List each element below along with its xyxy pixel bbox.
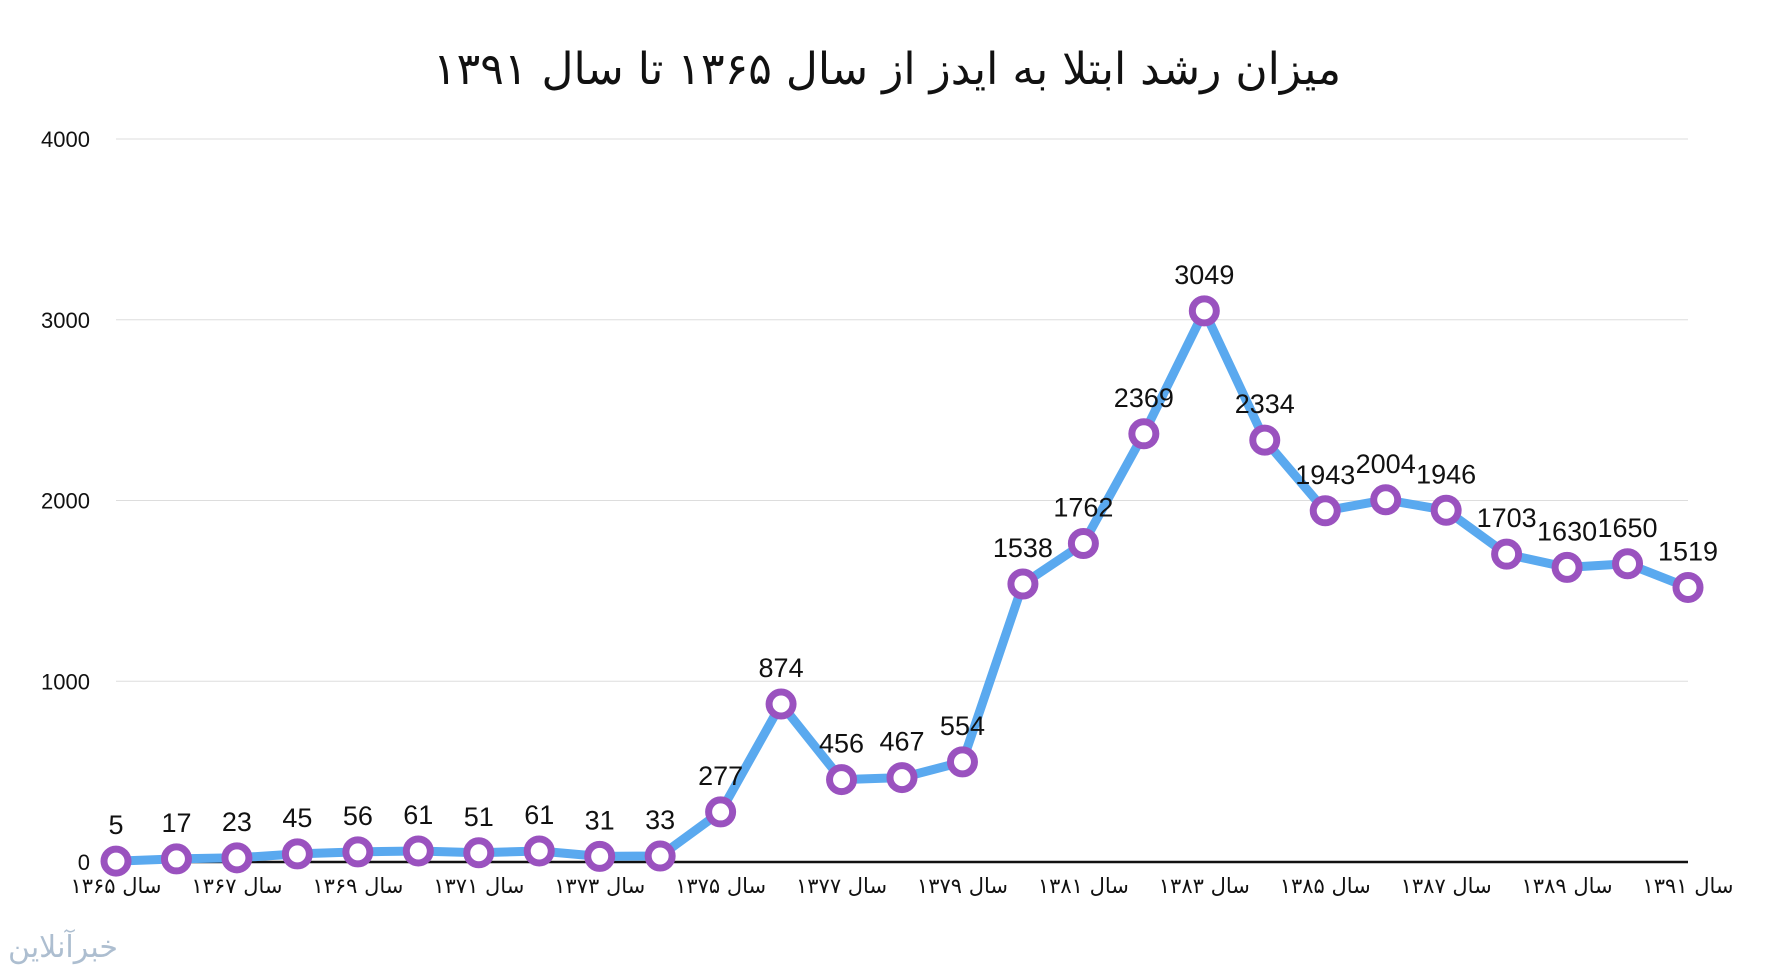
data-point xyxy=(1370,484,1402,516)
data-point xyxy=(1188,295,1220,327)
data-point xyxy=(765,688,797,720)
data-label: 1630 xyxy=(1537,516,1597,546)
data-label: 467 xyxy=(879,727,924,757)
data-label: 874 xyxy=(759,653,804,683)
data-label: 1538 xyxy=(993,533,1053,563)
x-tick-label: سال ۱۳۹۱ xyxy=(1642,874,1733,898)
data-point xyxy=(1551,551,1583,583)
data-point xyxy=(523,835,555,867)
data-points xyxy=(100,295,1704,877)
x-tick-label: سال ۱۳۸۳ xyxy=(1159,874,1250,898)
data-label: 277 xyxy=(698,761,743,791)
data-point xyxy=(1309,495,1341,527)
data-label: 2334 xyxy=(1235,389,1295,419)
data-label: 3049 xyxy=(1174,260,1234,290)
data-label: 5 xyxy=(108,810,123,840)
data-point xyxy=(402,835,434,867)
data-point xyxy=(1491,538,1523,570)
x-tick-label: سال ۱۳۸۵ xyxy=(1280,874,1371,898)
x-tick-label: سال ۱۳۸۹ xyxy=(1522,874,1613,898)
data-label: 51 xyxy=(464,802,494,832)
data-point xyxy=(1067,528,1099,560)
chart-title: میزان رشد ابتلا به ایدز از سال ۱۳۶۵ تا س… xyxy=(432,44,1342,95)
data-point xyxy=(946,746,978,778)
data-point xyxy=(342,836,374,868)
x-axis-ticks: سال ۱۳۶۵ سال ۱۳۶۷ سال ۱۳۶۹ سال ۱۳۷۱ سال ۱۳۷۳… xyxy=(70,874,1733,898)
data-point xyxy=(886,762,918,794)
data-label: 1519 xyxy=(1658,536,1718,566)
data-point xyxy=(1128,418,1160,450)
data-point xyxy=(1612,548,1644,580)
data-label: 1943 xyxy=(1295,460,1355,490)
data-label: 456 xyxy=(819,729,864,759)
data-point xyxy=(1007,568,1039,600)
data-point xyxy=(463,837,495,869)
x-tick-label: سال ۱۳۷۱ xyxy=(433,874,524,898)
data-label: 554 xyxy=(940,711,985,741)
x-tick-label: سال ۱۳۶۷ xyxy=(191,874,282,898)
data-label: 31 xyxy=(585,805,615,835)
y-tick-label: 0 xyxy=(78,850,90,875)
data-label: 56 xyxy=(343,801,373,831)
data-label: 23 xyxy=(222,807,252,837)
y-tick-label: 3000 xyxy=(41,308,90,333)
data-label: 17 xyxy=(161,808,191,838)
y-tick-label: 4000 xyxy=(41,127,90,152)
x-tick-label: سال ۱۳۸۷ xyxy=(1401,874,1492,898)
data-point xyxy=(644,840,676,872)
data-label: 1650 xyxy=(1597,513,1657,543)
data-label: 2004 xyxy=(1356,449,1416,479)
data-label: 1762 xyxy=(1053,493,1113,523)
data-point xyxy=(705,796,737,828)
x-tick-label: سال ۱۳۷۹ xyxy=(917,874,1008,898)
grid-lines xyxy=(116,138,1688,864)
data-label: 2369 xyxy=(1114,383,1174,413)
data-point xyxy=(281,838,313,870)
data-point xyxy=(160,843,192,875)
data-point xyxy=(584,840,616,872)
y-tick-label: 2000 xyxy=(41,489,90,514)
data-point xyxy=(100,845,132,877)
data-label: 45 xyxy=(282,803,312,833)
data-point xyxy=(1672,571,1704,603)
x-tick-label: سال ۱۳۸۱ xyxy=(1038,874,1129,898)
data-label: 33 xyxy=(645,805,675,835)
data-point xyxy=(221,842,253,874)
x-tick-label: سال ۱۳۷۷ xyxy=(796,874,887,898)
x-tick-label: سال ۱۳۷۵ xyxy=(675,874,766,898)
data-point xyxy=(826,764,858,796)
data-point xyxy=(1249,424,1281,456)
data-label: 1703 xyxy=(1477,503,1537,533)
data-label: 61 xyxy=(403,800,433,830)
x-tick-label: سال ۱۳۷۳ xyxy=(554,874,645,898)
data-label: 1946 xyxy=(1416,459,1476,489)
y-axis-ticks: 0 1000 2000 3000 4000 xyxy=(41,127,90,875)
watermark-logo: خبرآنلاین xyxy=(8,930,118,965)
data-point xyxy=(1430,494,1462,526)
data-label: 61 xyxy=(524,800,554,830)
y-tick-label: 1000 xyxy=(41,669,90,694)
x-tick-label: سال ۱۳۶۹ xyxy=(312,874,403,898)
x-tick-label: سال ۱۳۶۵ xyxy=(70,874,161,898)
